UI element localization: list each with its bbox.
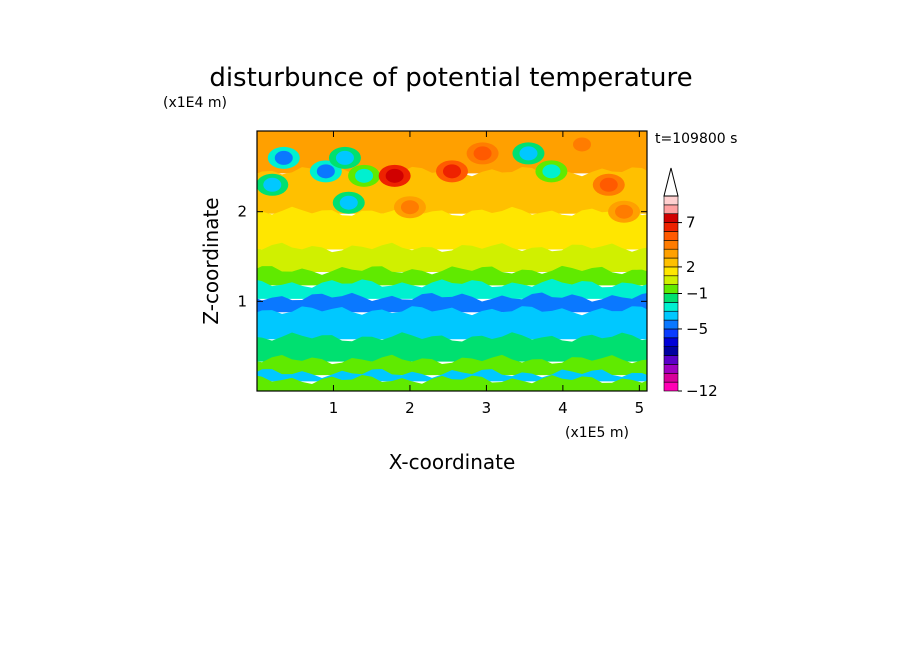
- contour-band: [257, 374, 647, 391]
- disturbance-cell: [316, 164, 335, 179]
- chart-title: disturbunce of potential temperature: [209, 63, 692, 93]
- colorbar-segment: [663, 337, 679, 347]
- contour-band: [257, 354, 647, 376]
- disturbance-cell: [443, 164, 461, 179]
- colorbar-segment: [663, 266, 679, 277]
- time-label: t=109800 s: [655, 131, 737, 147]
- x-axis-label: X-coordinate: [389, 450, 516, 474]
- colorbar-segment: [663, 204, 679, 215]
- colorbar-tick-label: −1: [686, 285, 708, 303]
- y-tick-label: 2: [237, 203, 247, 221]
- colorbar-segment: [663, 195, 679, 206]
- colorbar: −12−5−127: [663, 167, 718, 400]
- plot-frame: [256, 130, 648, 392]
- x-tick-label: 4: [558, 399, 568, 417]
- disturbance-cell: [335, 150, 354, 165]
- colorbar-segment: [663, 231, 679, 241]
- disturbance-cell: [473, 146, 492, 161]
- colorbar-tick-label: −5: [686, 320, 708, 338]
- colorbar-tick-label: 2: [686, 258, 696, 276]
- disturbance-cell: [339, 195, 358, 210]
- colorbar-segment: [663, 257, 679, 268]
- disturbance-cell: [385, 168, 404, 183]
- x-tick-label: 1: [329, 399, 339, 417]
- disturbance-cell: [519, 146, 538, 161]
- colorbar-tick-label: 7: [686, 214, 696, 232]
- colorbar-segment: [663, 275, 679, 285]
- contour-band: [257, 306, 647, 340]
- contour-band: [257, 242, 647, 272]
- colorbar-segment: [663, 364, 679, 374]
- colorbar-tick-label: −12: [686, 382, 718, 400]
- colorbar-segment: [663, 310, 679, 321]
- y-unit-label: (x1E4 m): [163, 95, 227, 111]
- x-tick-label: 2: [405, 399, 415, 417]
- x-tick-label: 3: [482, 399, 492, 417]
- disturbance-cell: [542, 164, 561, 179]
- disturbance-cell: [274, 150, 293, 165]
- x-axis: 1 2 3 4 5: [329, 131, 644, 417]
- x-unit-label: (x1E5 m): [565, 425, 629, 441]
- disturbance-cell: [599, 177, 618, 192]
- y-axis-label: Z-coordinate: [199, 197, 223, 324]
- colorbar-segment: [663, 328, 679, 339]
- colorbar-segment: [663, 248, 679, 259]
- contour-band: [257, 332, 647, 362]
- colorbar-segment: [663, 319, 679, 330]
- colorbar-segment: [663, 213, 679, 223]
- y-axis: 12: [237, 203, 647, 310]
- x-tick-label: 5: [635, 399, 645, 417]
- colorbar-segment: [663, 355, 679, 365]
- contour-field: [257, 131, 647, 391]
- colorbar-segment: [663, 372, 679, 383]
- disturbance-cell: [615, 204, 634, 219]
- disturbance-cell: [400, 200, 419, 215]
- disturbance-cell: [573, 137, 591, 152]
- colorbar-segment: [663, 284, 679, 294]
- contour-band: [257, 206, 647, 250]
- colorbar-segment: [663, 302, 679, 312]
- colorbar-segment: [663, 240, 679, 250]
- y-tick-label: 1: [237, 292, 247, 310]
- colorbar-segment: [663, 381, 679, 392]
- colorbar-segment: [663, 293, 679, 303]
- colorbar-extend-arrow: [663, 167, 679, 197]
- contour-band: [257, 292, 647, 313]
- disturbance-cell: [355, 168, 374, 183]
- disturbance-cell: [263, 177, 282, 192]
- colorbar-segment: [663, 222, 679, 232]
- colorbar-segment: [663, 346, 679, 356]
